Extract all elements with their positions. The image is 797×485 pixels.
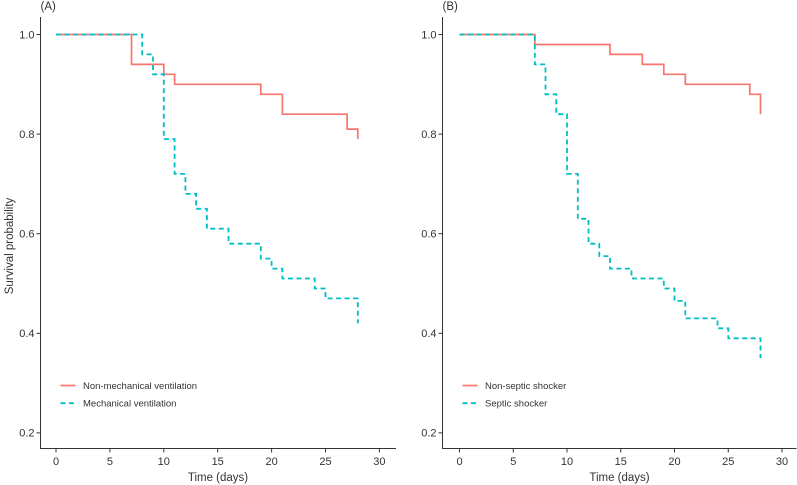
y-tick-label: 0.4	[421, 328, 436, 340]
y-tick-label: 0.8	[19, 129, 34, 141]
km-curve-a1	[56, 33, 359, 140]
panel-b-label: (B)	[443, 1, 459, 13]
y-tick-label: 0.8	[421, 129, 436, 141]
panel-a-label: (A)	[41, 1, 57, 13]
legend-label-b-series1: Non-septic shocker	[485, 381, 566, 392]
x-tick-label: 25	[319, 456, 331, 468]
x-tick-label: 20	[668, 456, 680, 468]
x-tick-label: 15	[212, 456, 224, 468]
km-curve-b1	[459, 33, 762, 115]
km-curve-a2	[56, 33, 359, 324]
legend-label-a-series1: Non-mechanical ventilation	[83, 381, 197, 392]
x-tick-label: 0	[456, 456, 462, 468]
y-tick-label: 0.6	[421, 229, 436, 241]
x-axis-label-a: Time (days)	[188, 472, 248, 484]
panel-b: 1.0 0.8 0.6 0.4 0.2 0 5 10 15 20 25 30	[421, 17, 797, 468]
x-tick-label: 20	[265, 456, 277, 468]
x-tick-label: 0	[53, 456, 59, 468]
panel-a: 1.0 0.8 0.6 0.4 0.2 0 5 10 15 20 25 30	[19, 17, 396, 468]
km-curve-b2	[459, 33, 762, 359]
x-tick-label: 5	[510, 456, 516, 468]
y-tick-label: 0.2	[19, 428, 34, 440]
legend-label-b-series2: Septic shocker	[485, 399, 547, 410]
generated-chart-layer: 1.0 0.8 0.6 0.4 0.2 0 5 10 15 20 25 30 1.0 0.8 0.6 0.4 0…	[19, 17, 797, 468]
x-tick-label: 30	[776, 456, 788, 468]
y-tick-label: 0.4	[19, 328, 34, 340]
x-tick-label: 30	[373, 456, 385, 468]
y-tick-label: 1.0	[19, 29, 34, 41]
y-tick-label: 0.2	[421, 428, 436, 440]
x-tick-label: 10	[561, 456, 573, 468]
x-tick-label: 10	[158, 456, 170, 468]
x-tick-label: 5	[107, 456, 113, 468]
x-tick-label: 25	[722, 456, 734, 468]
y-tick-label: 1.0	[421, 29, 436, 41]
legend-label-a-series2: Mechanical ventilation	[83, 399, 176, 410]
x-axis-label-b: Time (days)	[589, 472, 649, 484]
y-tick-label: 0.6	[19, 229, 34, 241]
y-axis-label: Survival probability	[4, 197, 16, 294]
x-tick-label: 15	[615, 456, 627, 468]
